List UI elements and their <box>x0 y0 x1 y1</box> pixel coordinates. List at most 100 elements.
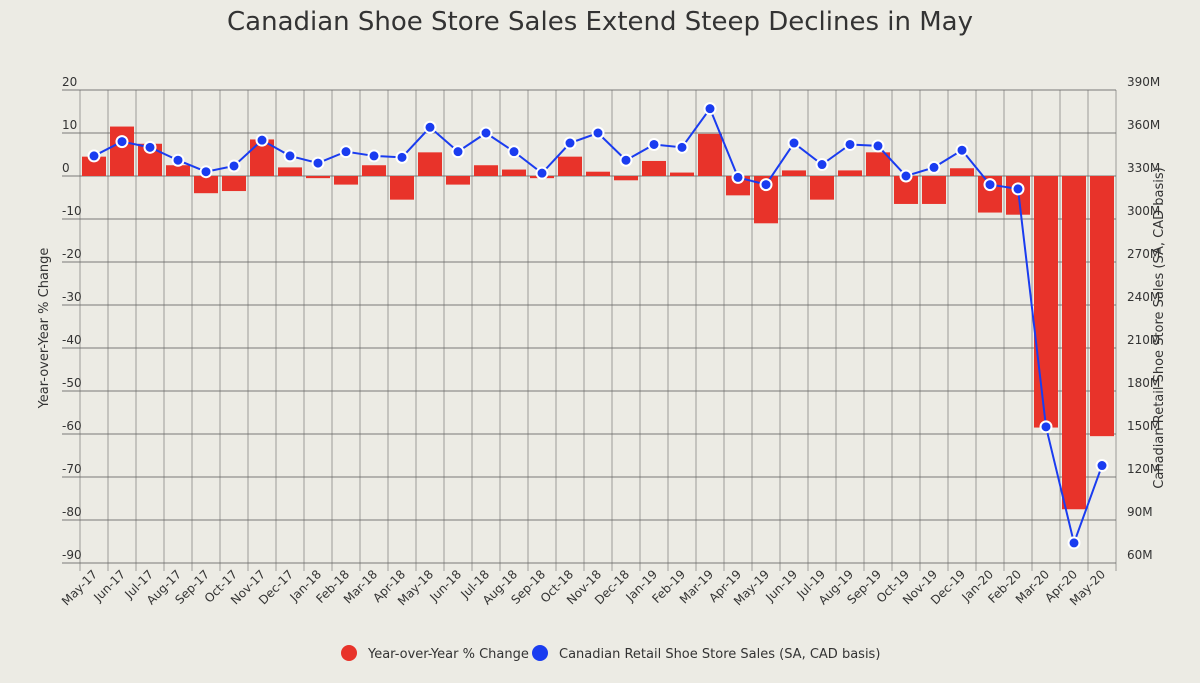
line-point <box>423 120 437 134</box>
bar <box>950 168 974 176</box>
line-point <box>87 149 101 163</box>
bar <box>1062 176 1086 510</box>
line-point <box>1039 420 1053 434</box>
right-tick-label: 240M <box>1127 290 1160 304</box>
right-tick-label: 180M <box>1127 376 1160 390</box>
line-point <box>535 166 549 180</box>
line-point <box>1067 536 1081 550</box>
chart-title: Canadian Shoe Store Sales Extend Steep D… <box>227 7 973 37</box>
right-axis-ticks: 390M 360M 330M 300M 270M 240M 210M 180M 150M 120M… <box>1127 75 1160 562</box>
line-point <box>647 137 661 151</box>
bar <box>418 152 442 176</box>
x-axis-ticks: May-17Jun-17Jul-17Aug-17Sep-17Oct-17Nov-… <box>59 567 1108 608</box>
legend: Year-over-Year % Change Canadian Retail … <box>341 645 880 662</box>
bar <box>670 172 694 176</box>
legend-bar-label: Year-over-Year % Change <box>367 647 529 662</box>
bar <box>474 165 498 176</box>
line-point <box>591 126 605 140</box>
right-tick-label: 330M <box>1127 161 1160 175</box>
legend-line-marker <box>532 645 548 661</box>
bar <box>278 167 302 176</box>
line-point <box>451 145 465 159</box>
left-tick-label: -80 <box>62 505 82 519</box>
bar <box>558 156 582 176</box>
left-tick-label: 20 <box>62 75 77 89</box>
bar <box>166 165 190 176</box>
bar <box>502 169 526 176</box>
line-point <box>563 136 577 150</box>
left-tick-label: -90 <box>62 548 82 562</box>
line-point <box>311 156 325 170</box>
left-tick-label: -30 <box>62 290 82 304</box>
line-point <box>759 178 773 192</box>
line-point <box>199 165 213 179</box>
gridlines <box>62 89 1117 571</box>
line-point <box>143 140 157 154</box>
line-point <box>843 137 857 151</box>
bar-series <box>82 126 1114 510</box>
bar <box>334 176 358 185</box>
line-point <box>339 145 353 159</box>
right-axis-title: Canadian Retail Shoe Store Sales (SA, CA… <box>1152 167 1167 488</box>
line-point <box>619 153 633 167</box>
bar <box>82 156 106 176</box>
line-point <box>395 150 409 164</box>
right-tick-label: 60M <box>1127 548 1153 562</box>
line-point <box>815 158 829 172</box>
bar <box>782 170 806 176</box>
x-tick-label: May-17 <box>59 567 100 608</box>
left-axis-ticks: 20 10 0 -10 -20 -30 -40 -50 -60 -70 -80 -90 <box>62 75 82 562</box>
left-tick-label: -50 <box>62 376 82 390</box>
legend-line-label: Canadian Retail Shoe Store Sales (SA, CA… <box>559 647 880 662</box>
line-point <box>1011 182 1025 196</box>
line-point <box>731 170 745 184</box>
right-tick-label: 210M <box>1127 333 1160 347</box>
line-point <box>675 140 689 154</box>
left-tick-label: -70 <box>62 462 82 476</box>
left-tick-label: -60 <box>62 419 82 433</box>
left-tick-label: -40 <box>62 333 82 347</box>
bar <box>362 165 386 176</box>
bar <box>194 176 218 194</box>
bar <box>922 176 946 204</box>
line-point <box>983 178 997 192</box>
line-point <box>367 149 381 163</box>
left-tick-label: 0 <box>62 161 70 175</box>
line-point <box>703 102 717 116</box>
right-tick-label: 90M <box>1127 505 1153 519</box>
legend-bar-marker <box>341 645 357 661</box>
bar <box>1034 176 1058 428</box>
left-axis-title: Year-over-Year % Change <box>37 248 52 410</box>
bar <box>1090 176 1114 437</box>
right-tick-label: 270M <box>1127 247 1160 261</box>
left-tick-label: -10 <box>62 204 82 218</box>
line-point <box>255 133 269 147</box>
bar <box>586 171 610 176</box>
left-tick-label: 10 <box>62 118 77 132</box>
right-tick-label: 390M <box>1127 75 1160 89</box>
line-point <box>283 149 297 163</box>
line-point <box>479 126 493 140</box>
x-tick-label: Jun-17 <box>90 567 128 605</box>
line-point <box>507 145 521 159</box>
line-series <box>87 102 1109 550</box>
bar <box>390 176 414 200</box>
line-point <box>787 136 801 150</box>
bar <box>698 133 722 176</box>
right-tick-label: 120M <box>1127 462 1160 476</box>
bar <box>222 176 246 192</box>
bar <box>446 176 470 185</box>
right-tick-label: 150M <box>1127 419 1160 433</box>
line-point <box>227 159 241 173</box>
right-tick-label: 300M <box>1127 204 1160 218</box>
line-point <box>871 139 885 153</box>
line-point <box>955 143 969 157</box>
line-point <box>115 135 129 149</box>
x-tick-label: Jun-19 <box>762 567 800 605</box>
line-point <box>171 153 185 167</box>
bar <box>614 176 638 181</box>
x-tick-label: Jun-18 <box>426 567 464 605</box>
bar <box>726 176 750 196</box>
